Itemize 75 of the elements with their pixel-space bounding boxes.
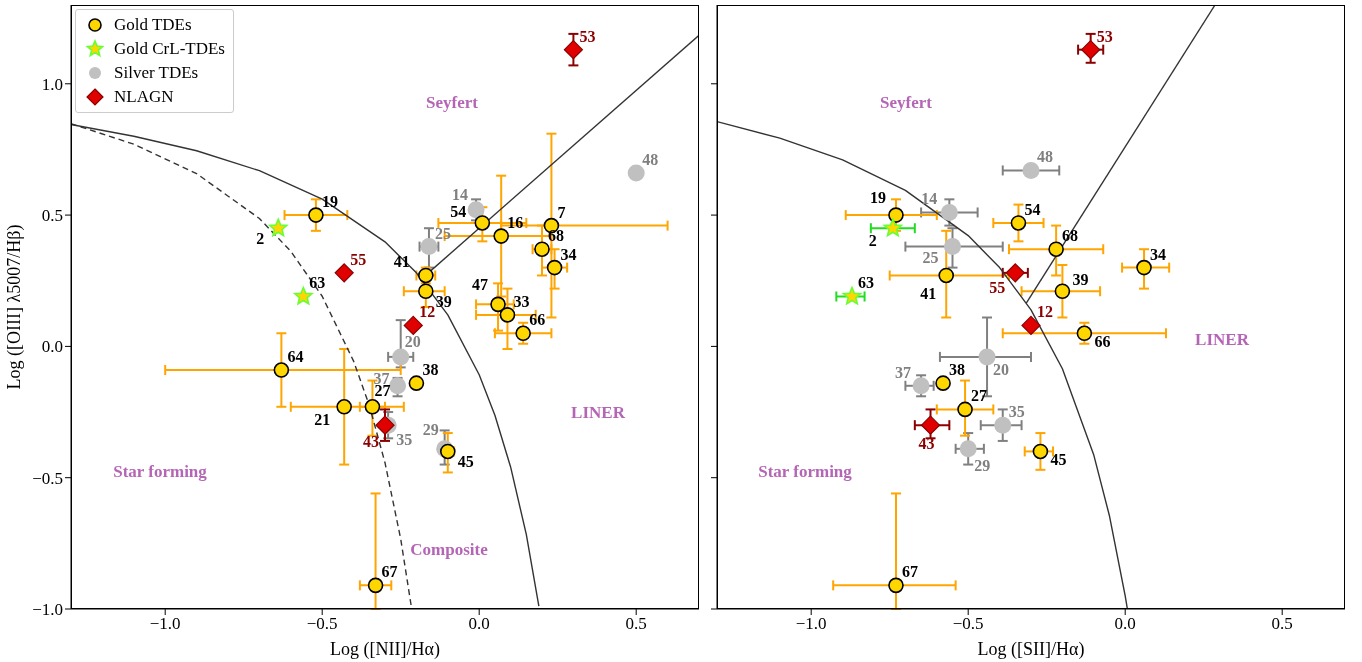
x-tick-label: −0.5 [306, 614, 338, 634]
annotation: 14 [452, 185, 469, 203]
annotation: 55 [989, 278, 1006, 296]
x-axis-title: Log ([SII]/Hα) [977, 639, 1085, 660]
annotation: 48 [1037, 148, 1053, 166]
annotation: 53 [579, 27, 596, 45]
annotation: 27 [971, 387, 988, 405]
legend-label: Silver TDEs [114, 63, 199, 83]
x-axis-title: Log ([NII]/Hα) [330, 639, 440, 660]
annotation: Star forming [758, 462, 852, 482]
annotation: 12 [419, 303, 436, 321]
x-tick-label: −1.0 [795, 614, 827, 634]
legend-label: NLAGN [114, 87, 174, 107]
annotation: 64 [287, 348, 304, 366]
annotation: 2 [256, 230, 265, 248]
x-tick-label: 0.5 [1271, 614, 1293, 634]
annotation: 39 [1072, 271, 1089, 289]
y-tick-label: 0.0 [41, 337, 63, 357]
annotation: 34 [560, 245, 577, 263]
annotation: 67 [381, 563, 398, 581]
annotation: LINER [1195, 330, 1249, 350]
x-tick-label: 0.0 [1114, 614, 1136, 634]
annotation: 19 [869, 189, 886, 207]
annotation: 25 [922, 248, 939, 266]
x-tick-label: 0.0 [468, 614, 490, 634]
annotation: 41 [920, 285, 937, 303]
annotation: 12 [1037, 303, 1053, 321]
annotation: Composite [410, 540, 488, 560]
annotation: 38 [949, 361, 966, 379]
annotation: 29 [974, 456, 991, 474]
y-tick-label: 1.0 [41, 74, 63, 94]
annotation: 35 [396, 431, 413, 449]
annotation: 63 [309, 274, 326, 292]
annotation: 38 [422, 361, 439, 379]
x-tick-label: −1.0 [149, 614, 181, 634]
x-tick-label: 0.5 [625, 614, 647, 634]
y-tick-label: −0.5 [32, 468, 63, 488]
annotation: 20 [404, 332, 421, 350]
annotation: 25 [434, 224, 451, 242]
annotation: 45 [457, 453, 474, 471]
annotation: 45 [1050, 451, 1067, 469]
annotation: 20 [993, 360, 1010, 378]
annotation: 7 [557, 203, 566, 221]
annotation: Seyfert [426, 93, 478, 113]
annotation: 29 [422, 420, 439, 438]
annotation: Star forming [113, 462, 207, 482]
y-tick-label: −1.0 [32, 600, 63, 620]
annotation: LINER [571, 403, 625, 423]
y-tick-label: 0.5 [41, 206, 63, 226]
annotation: 16 [507, 214, 524, 232]
annotation: 53 [1096, 27, 1113, 45]
x-tick-label: −0.5 [952, 614, 984, 634]
annotation: 14 [921, 190, 938, 208]
annotation: 37 [895, 363, 912, 381]
annotation: 55 [350, 250, 367, 268]
annotation: 47 [472, 276, 489, 294]
annotation: 54 [450, 202, 467, 220]
annotation: 63 [858, 274, 875, 292]
annotation: 2 [868, 232, 877, 250]
annotation: 67 [901, 563, 918, 581]
annotation: 41 [393, 253, 410, 271]
legend-label: Gold CrL-TDEs [114, 39, 225, 59]
annotation: 48 [642, 151, 659, 169]
y-axis-title: Log ([OIII] λ5007/Hβ) [4, 224, 26, 390]
annotation: 35 [1008, 403, 1025, 421]
annotation: 66 [529, 311, 546, 329]
annotation: 33 [513, 292, 530, 310]
annotation: 34 [1150, 245, 1167, 263]
annotation: 66 [1094, 333, 1111, 351]
annotation: 21 [314, 410, 331, 428]
annotation: 54 [1024, 200, 1041, 218]
legend-label: Gold TDEs [114, 15, 192, 35]
annotation: 43 [363, 433, 379, 451]
annotation: Seyfert [880, 93, 932, 113]
annotation: 39 [435, 293, 452, 311]
